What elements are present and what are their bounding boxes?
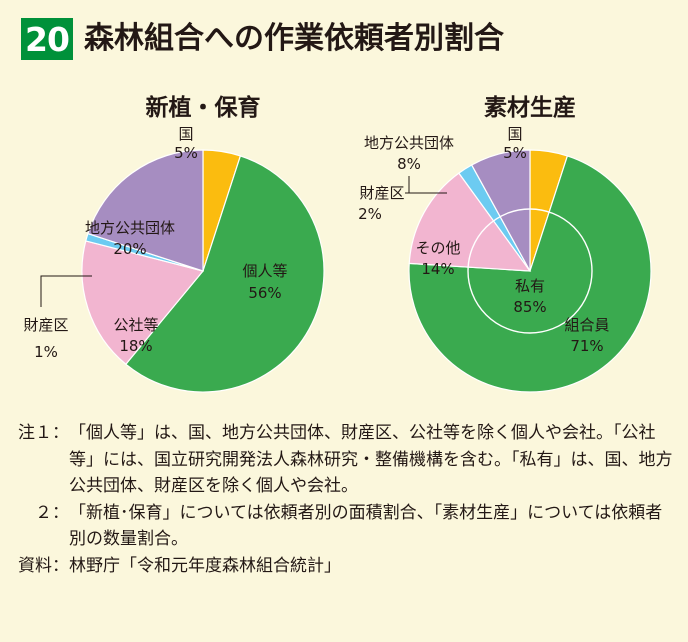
pie-slice-1-1 <box>408 155 652 393</box>
label-c0-kojin: 個人等 <box>242 262 287 280</box>
figure-number-badge: 20 <box>21 18 73 60</box>
pie-timber <box>408 149 652 393</box>
label-c1-kumiai: 組合員 <box>564 316 609 334</box>
value-c1-kumiai: 71% <box>570 337 603 355</box>
pie-slice-1-2 <box>408 172 532 272</box>
pie-slice-0-4 <box>87 149 204 272</box>
pie-slice-1-4 <box>470 149 531 272</box>
value-inner-shiyu: 85% <box>513 298 546 316</box>
leader-c0-zaisanku <box>40 275 92 307</box>
value-c1-sonota: 14% <box>421 260 454 278</box>
value-c1-kuni: 5% <box>503 144 527 162</box>
chart-title-planting: 新植・保育 <box>145 95 261 121</box>
pie-charts: 国5%個人等56%公社等18%財産区1%地方公共団体20%国5%組合員71%その… <box>23 125 652 393</box>
value-c0-zaisanku: 1% <box>34 343 58 361</box>
note-2: ２： 「新植･保育」については依頼者別の面積割合、「素材生産」については依頼者別… <box>18 500 678 553</box>
note-2-head: ２： <box>18 502 69 523</box>
figure-title: 森林組合への作業依頼者別割合 <box>84 21 504 56</box>
label-c0-chiho: 地方公共団体 <box>85 219 175 237</box>
value-c0-kojin: 56% <box>248 284 281 302</box>
value-c1-zaisanku: 2% <box>358 205 382 223</box>
label-c0-kuni: 国 <box>178 125 193 143</box>
label-c1-sonota: その他 <box>415 239 460 257</box>
note-1-text: 「個人等」は、国、地方公共団体、財産区、公社等を除く個人や会社。「公社等」には、… <box>69 423 673 496</box>
label-c0-kosha: 公社等 <box>113 316 158 334</box>
chart-title-timber: 素材生産 <box>484 95 576 121</box>
label-c1-chiho: 地方公共団体 <box>364 134 454 152</box>
value-c0-kuni: 5% <box>174 144 198 162</box>
note-2-text: 「新植･保育」については依頼者別の面積割合、「素材生産」については依頼者別の数量… <box>69 502 663 550</box>
notes: 注１： 「個人等」は、国、地方公共団体、財産区、公社等を除く個人や会社。「公社等… <box>18 420 678 579</box>
source-text: 林野庁「令和元年度森林組合統計」 <box>69 555 341 576</box>
label-c1-kuni: 国 <box>507 125 522 143</box>
note-1-head: 注１： <box>18 423 69 443</box>
pie-slice-0-1 <box>125 155 325 393</box>
label-c1-zaisanku: 財産区 <box>359 184 404 202</box>
source: 資料： 林野庁「令和元年度森林組合統計」 <box>18 553 678 580</box>
pie-slice-0-2 <box>81 240 205 366</box>
value-c1-chiho: 8% <box>397 155 421 173</box>
source-head: 資料： <box>18 555 69 576</box>
label-c0-zaisanku: 財産区 <box>23 316 68 334</box>
slice-labels: 国5%個人等56%公社等18%財産区1%地方公共団体20%国5%組合員71%その… <box>23 125 609 361</box>
label-inner-shiyu: 私有 <box>515 277 545 295</box>
value-c0-kosha: 18% <box>119 337 152 355</box>
inner-group-ring <box>467 208 593 334</box>
leader-c1-chiho <box>408 176 428 194</box>
pie-planting <box>81 149 325 393</box>
note-1: 注１： 「個人等」は、国、地方公共団体、財産区、公社等を除く個人や会社。「公社等… <box>18 420 678 500</box>
value-c0-chiho: 20% <box>113 240 146 258</box>
